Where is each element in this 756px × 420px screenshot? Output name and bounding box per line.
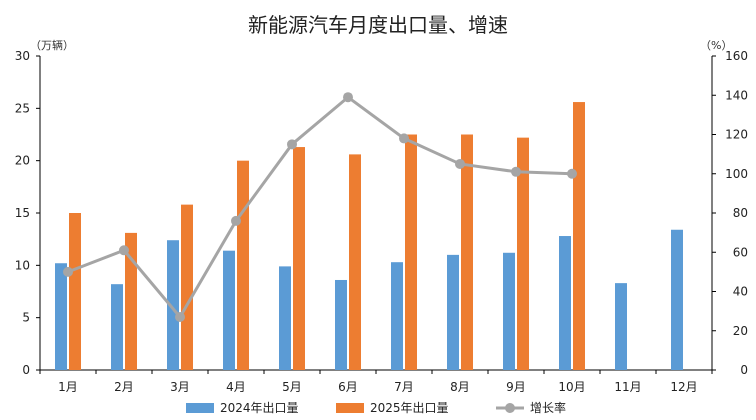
bar-2024 — [55, 263, 67, 370]
x-tick-label: 12月 — [670, 380, 697, 394]
bar-2024 — [167, 240, 179, 370]
x-tick-label: 1月 — [58, 380, 78, 394]
right-axis-unit: （%） — [700, 39, 732, 52]
left-axis-ticks: 0 5 10 15 20 25 30 — [15, 49, 40, 377]
chart-title: 新能源汽车月度出口量、增速 — [248, 13, 508, 37]
right-tick-label: 100 — [725, 167, 748, 181]
bars-layer — [55, 102, 683, 370]
right-tick-label: 40 — [733, 285, 748, 299]
legend-label: 2025年出口量 — [370, 401, 449, 415]
x-tick-label: 9月 — [506, 380, 526, 394]
right-axis-ticks: 0 20 40 60 80 100 120 140 160 — [712, 49, 748, 377]
legend-label: 2024年出口量 — [220, 401, 299, 415]
growth-rate-point — [63, 266, 73, 277]
left-tick-label: 5 — [22, 311, 30, 325]
bar-2024 — [615, 283, 627, 370]
bar-2025 — [293, 147, 305, 370]
growth-rate-point — [567, 168, 577, 179]
bar-2024 — [335, 279, 347, 370]
bar-2025 — [405, 134, 417, 370]
bar-2025 — [69, 213, 81, 370]
bar-2024 — [223, 250, 235, 370]
bar-2024 — [279, 266, 291, 370]
left-tick-label: 0 — [22, 363, 30, 377]
right-tick-label: 60 — [733, 245, 748, 259]
bar-2024 — [391, 262, 403, 370]
right-tick-label: 20 — [733, 324, 748, 338]
bar-2025 — [461, 134, 473, 370]
bar-2025 — [125, 232, 137, 370]
x-tick-label: 2月 — [114, 380, 134, 394]
bar-2024 — [671, 229, 683, 370]
x-tick-label: 4月 — [226, 380, 246, 394]
legend-swatch — [186, 403, 214, 413]
legend-label: 增长率 — [530, 400, 566, 415]
bar-2025 — [237, 160, 249, 370]
legend-marker — [505, 403, 515, 413]
growth-rate-point — [175, 312, 185, 323]
growth-rate-point — [511, 166, 521, 177]
left-tick-label: 15 — [15, 206, 30, 220]
left-tick-label: 10 — [15, 258, 30, 272]
legend-swatch — [336, 403, 364, 413]
left-tick-label: 25 — [15, 101, 30, 115]
left-tick-label: 20 — [15, 154, 30, 168]
x-tick-label: 5月 — [282, 380, 302, 394]
bar-2024 — [111, 284, 123, 370]
growth-rate-point — [455, 158, 465, 169]
growth-rate-point — [231, 215, 241, 226]
x-tick-label: 10月 — [558, 380, 585, 394]
growth-rate-point — [119, 245, 129, 256]
legend: 2024年出口量 2025年出口量 增长率 — [186, 400, 566, 415]
x-tick-label: 3月 — [170, 380, 190, 394]
left-tick-label: 30 — [15, 49, 30, 63]
bar-2025 — [349, 154, 361, 370]
right-tick-label: 140 — [725, 88, 748, 102]
right-tick-label: 160 — [725, 49, 748, 63]
growth-line-layer — [63, 92, 577, 323]
growth-rate-point — [399, 133, 409, 144]
left-axis-unit: （万辆） — [30, 38, 74, 52]
x-tick-label: 8月 — [450, 380, 470, 394]
x-axis-ticks: 1月 2月 3月 4月 5月 6月 7月 8月 9月 10月 11月 12月 — [39, 370, 713, 394]
bar-2025 — [181, 204, 193, 370]
bar-2025 — [573, 102, 585, 370]
right-tick-label: 120 — [725, 128, 748, 142]
x-tick-label: 6月 — [338, 380, 358, 394]
right-tick-label: 0 — [740, 363, 748, 377]
bar-2024 — [447, 254, 459, 370]
x-tick-label: 7月 — [394, 380, 414, 394]
growth-rate-point — [343, 92, 353, 103]
x-tick-label: 11月 — [614, 380, 641, 394]
growth-rate-point — [287, 139, 297, 150]
right-tick-label: 80 — [733, 206, 748, 220]
growth-rate-line — [67, 95, 573, 319]
bar-2025 — [517, 137, 529, 370]
bar-2024 — [559, 236, 571, 370]
bar-2024 — [503, 252, 515, 370]
